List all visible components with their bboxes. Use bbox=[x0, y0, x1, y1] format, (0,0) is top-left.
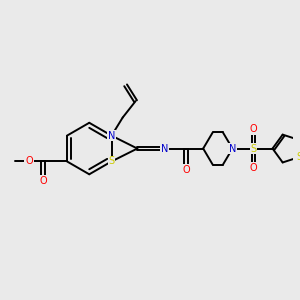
Text: N: N bbox=[229, 143, 236, 154]
Text: N: N bbox=[108, 131, 115, 141]
Text: O: O bbox=[25, 156, 33, 167]
Text: N: N bbox=[160, 143, 168, 154]
Text: S: S bbox=[296, 152, 300, 162]
Text: O: O bbox=[250, 124, 257, 134]
Text: S: S bbox=[250, 143, 256, 154]
Text: O: O bbox=[250, 163, 257, 173]
Text: O: O bbox=[39, 176, 47, 186]
Text: S: S bbox=[109, 156, 115, 167]
Text: O: O bbox=[182, 165, 190, 175]
